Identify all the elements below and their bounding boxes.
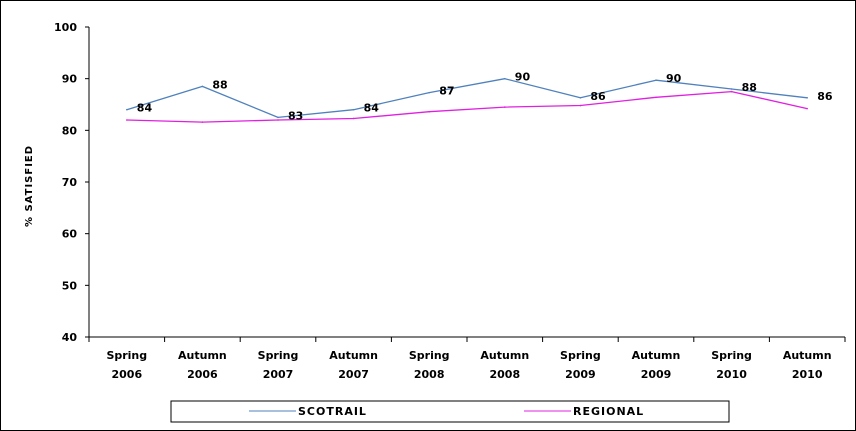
x-tick-label: Spring bbox=[711, 349, 752, 362]
y-tick-label: 60 bbox=[62, 228, 78, 241]
data-label: 87 bbox=[439, 85, 454, 98]
data-point-regional bbox=[579, 104, 582, 107]
legend: SCOTRAIL REGIONAL bbox=[170, 400, 730, 423]
data-point-scotrail bbox=[201, 85, 204, 88]
data-point-regional bbox=[428, 110, 431, 113]
data-label: 84 bbox=[364, 102, 380, 115]
x-tick-label-year: 2007 bbox=[338, 368, 369, 381]
y-axis-title: % SATISFIED bbox=[24, 145, 35, 227]
x-tick-label-year: 2009 bbox=[565, 368, 596, 381]
x-tick-label-year: 2010 bbox=[792, 368, 823, 381]
x-tick-label: Autumn bbox=[783, 349, 832, 362]
data-point-scotrail bbox=[126, 108, 128, 111]
data-point-scotrail bbox=[655, 79, 657, 82]
y-tick-label: 70 bbox=[62, 176, 78, 189]
data-point-regional bbox=[806, 107, 808, 110]
data-point-regional bbox=[126, 119, 128, 121]
data-point-regional bbox=[352, 117, 355, 120]
data-label: 86 bbox=[817, 90, 833, 103]
data-label: 84 bbox=[137, 102, 153, 115]
x-tick-label: Autumn bbox=[329, 349, 378, 362]
data-label: 90 bbox=[666, 72, 682, 85]
data-point-scotrail bbox=[806, 96, 808, 99]
data-label: 83 bbox=[288, 109, 303, 122]
x-tick-label-year: 2010 bbox=[716, 368, 747, 381]
data-point-scotrail bbox=[428, 91, 431, 94]
y-tick-label: 90 bbox=[62, 73, 78, 86]
data-point-regional bbox=[201, 121, 204, 123]
data-point-regional bbox=[504, 106, 506, 108]
data-point-regional bbox=[730, 90, 733, 93]
data-labels: 84 88 83 84 87 90 86 90 88 86 bbox=[137, 71, 833, 123]
data-point-scotrail bbox=[730, 88, 733, 90]
y-tick-label: 80 bbox=[62, 124, 78, 137]
axes: 40 50 60 70 80 90 100 Spring 2006 Autumn 2006 Sprin… bbox=[54, 21, 846, 381]
x-tick-label: Autumn bbox=[178, 349, 227, 362]
data-label: 90 bbox=[515, 71, 531, 84]
x-tick-label-year: 2009 bbox=[641, 368, 672, 381]
series-lines bbox=[126, 77, 808, 123]
x-tick-label-year: 2006 bbox=[187, 368, 218, 381]
data-label: 88 bbox=[212, 78, 227, 91]
series-line-scotrail bbox=[126, 78, 808, 119]
x-tick-label-year: 2006 bbox=[111, 368, 142, 381]
legend-box bbox=[170, 400, 730, 423]
x-tick-label: Autumn bbox=[480, 349, 529, 362]
x-tick-label-year: 2008 bbox=[489, 368, 520, 381]
data-point-scotrail bbox=[352, 108, 355, 111]
y-tick-label: 50 bbox=[62, 279, 78, 292]
legend-label-scotrail: SCOTRAIL bbox=[298, 405, 367, 418]
data-point-regional bbox=[655, 96, 657, 99]
legend-label-regional: REGIONAL bbox=[573, 405, 644, 418]
x-tick-label: Spring bbox=[258, 349, 299, 362]
x-tick-label-year: 2007 bbox=[263, 368, 294, 381]
x-tick-label: Spring bbox=[106, 349, 147, 362]
y-tick-label: 40 bbox=[62, 331, 78, 344]
data-point-regional bbox=[277, 119, 279, 121]
data-point-scotrail bbox=[277, 116, 279, 119]
data-label: 86 bbox=[590, 90, 606, 103]
y-tick-label: 100 bbox=[54, 21, 77, 34]
series-line-regional bbox=[126, 90, 808, 123]
x-tick-label: Spring bbox=[560, 349, 601, 362]
x-tick-label: Autumn bbox=[632, 349, 681, 362]
data-point-scotrail bbox=[504, 77, 506, 80]
data-label: 88 bbox=[742, 81, 757, 94]
x-tick-label-year: 2008 bbox=[414, 368, 445, 381]
data-point-scotrail bbox=[579, 96, 582, 99]
x-tick-label: Spring bbox=[409, 349, 450, 362]
